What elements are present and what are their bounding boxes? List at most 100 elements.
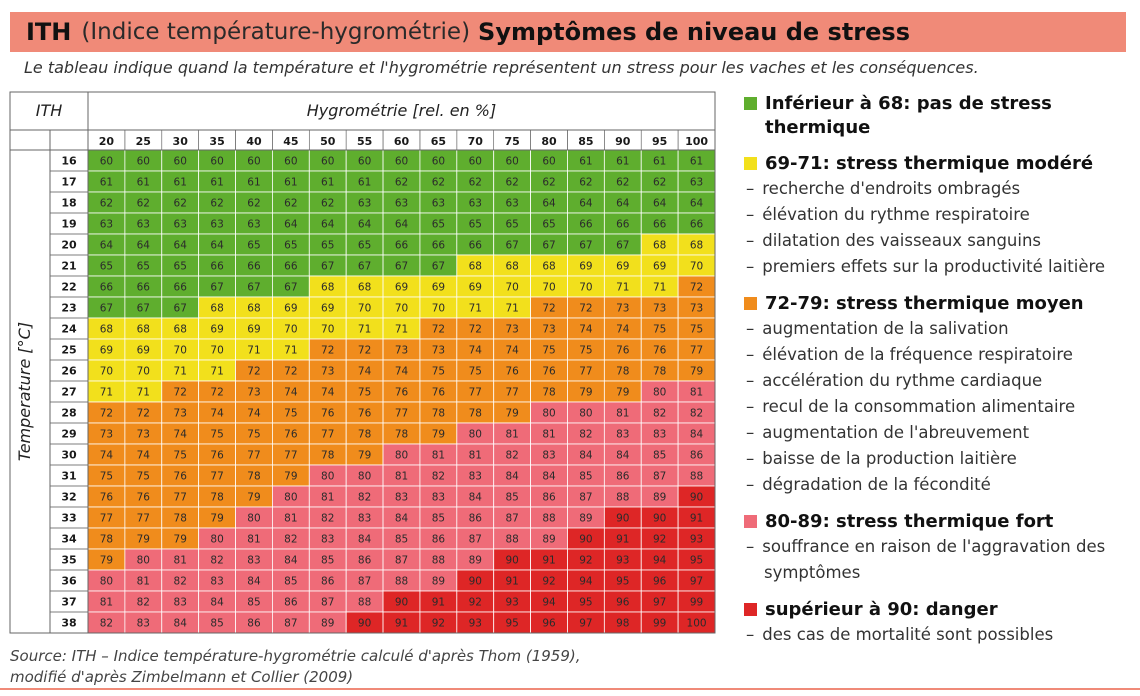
cell-value: 84 bbox=[247, 576, 261, 588]
cell-value: 68 bbox=[690, 240, 703, 252]
cell-value: 69 bbox=[210, 324, 223, 336]
cell-value: 75 bbox=[469, 366, 482, 378]
cell-value: 67 bbox=[579, 240, 592, 252]
cell-value: 76 bbox=[174, 471, 188, 483]
y-tick-label: 28 bbox=[61, 407, 76, 420]
cell-value: 69 bbox=[100, 345, 113, 357]
legend-item-text: baisse de la production laitière bbox=[762, 449, 1017, 468]
cell-value: 84 bbox=[284, 555, 298, 567]
cell-value: 66 bbox=[395, 240, 409, 252]
cell-value: 70 bbox=[505, 282, 518, 294]
cell-value: 77 bbox=[395, 408, 408, 420]
cell-value: 73 bbox=[137, 429, 150, 441]
cell-value: 64 bbox=[653, 198, 667, 210]
cell-value: 87 bbox=[505, 513, 518, 525]
cell-value: 68 bbox=[247, 303, 260, 315]
cell-value: 91 bbox=[616, 534, 629, 546]
cell-value: 82 bbox=[137, 597, 150, 609]
cell-value: 78 bbox=[174, 513, 187, 525]
cell-value: 80 bbox=[210, 534, 223, 546]
cell-value: 73 bbox=[653, 303, 666, 315]
source-note: Source: ITH – Indice température-hygromé… bbox=[10, 646, 581, 688]
cell-value: 92 bbox=[653, 534, 666, 546]
cell-value: 82 bbox=[690, 408, 703, 420]
cell-value: 72 bbox=[137, 408, 150, 420]
cell-value: 90 bbox=[690, 492, 703, 504]
cell-value: 69 bbox=[395, 282, 408, 294]
cell-value: 71 bbox=[616, 282, 629, 294]
y-tick-label: 16 bbox=[61, 155, 77, 168]
row-header-bg bbox=[10, 150, 88, 633]
legend-title: 80-89: stress thermique fort bbox=[765, 511, 1054, 532]
cell-value: 88 bbox=[690, 471, 703, 483]
cell-value: 66 bbox=[653, 219, 667, 231]
cell-value: 77 bbox=[137, 513, 150, 525]
legend-item: – recherche d'endroits ombragés bbox=[744, 176, 1134, 202]
cell-value: 99 bbox=[653, 618, 666, 630]
cell-value: 91 bbox=[505, 576, 518, 588]
cell-value: 62 bbox=[653, 177, 666, 189]
legend-heading: 69-71: stress thermique modéré bbox=[744, 152, 1134, 176]
cell-value: 90 bbox=[579, 534, 592, 546]
cell-value: 80 bbox=[579, 408, 592, 420]
legend-item: – élévation de la fréquence respiratoire bbox=[744, 342, 1134, 368]
cell-value: 68 bbox=[358, 282, 371, 294]
cell-value: 63 bbox=[247, 219, 260, 231]
cell-value: 61 bbox=[321, 177, 334, 189]
cell-value: 68 bbox=[210, 303, 223, 315]
cell-value: 69 bbox=[137, 345, 150, 357]
cell-value: 82 bbox=[358, 492, 371, 504]
y-tick-label: 23 bbox=[61, 302, 76, 315]
cell-value: 70 bbox=[100, 366, 113, 378]
legend-item-text: souffrance en raison de l'aggravation de… bbox=[762, 537, 1106, 582]
cell-value: 88 bbox=[542, 513, 555, 525]
page-title: Symptômes de niveau de stress bbox=[478, 18, 910, 46]
cell-value: 85 bbox=[653, 450, 666, 462]
cell-value: 71 bbox=[395, 324, 408, 336]
cell-value: 75 bbox=[247, 429, 260, 441]
cell-value: 63 bbox=[432, 198, 445, 210]
legend-heading: 72-79: stress thermique moyen bbox=[744, 292, 1134, 316]
cell-value: 68 bbox=[137, 324, 150, 336]
y-tick-label: 37 bbox=[61, 596, 76, 609]
cell-value: 64 bbox=[284, 219, 298, 231]
cell-value: 82 bbox=[174, 576, 187, 588]
cell-value: 76 bbox=[284, 429, 298, 441]
cell-value: 63 bbox=[505, 198, 518, 210]
legend-item-text: augmentation de l'abreuvement bbox=[762, 423, 1030, 442]
cell-value: 80 bbox=[100, 576, 113, 588]
cell-value: 64 bbox=[616, 198, 630, 210]
cell-value: 70 bbox=[395, 303, 408, 315]
cell-value: 61 bbox=[579, 156, 592, 168]
cell-value: 77 bbox=[579, 366, 592, 378]
legend-swatch bbox=[744, 157, 757, 170]
legend-block: 80-89: stress thermique fort – souffrance … bbox=[744, 510, 1134, 586]
cell-value: 76 bbox=[542, 366, 556, 378]
x-tick-label: 25 bbox=[136, 135, 151, 148]
cell-value: 69 bbox=[469, 282, 482, 294]
cell-value: 69 bbox=[616, 261, 629, 273]
cell-value: 70 bbox=[174, 345, 187, 357]
cell-value: 93 bbox=[616, 555, 629, 567]
cell-value: 60 bbox=[137, 156, 150, 168]
cell-value: 79 bbox=[432, 429, 445, 441]
cell-value: 86 bbox=[690, 450, 704, 462]
cell-value: 86 bbox=[358, 555, 372, 567]
cell-value: 84 bbox=[616, 450, 630, 462]
cell-value: 74 bbox=[579, 324, 593, 336]
cell-value: 78 bbox=[210, 492, 223, 504]
x-tick-label: 75 bbox=[504, 135, 519, 148]
cell-value: 68 bbox=[653, 240, 666, 252]
legend-heading: supérieur à 90: danger bbox=[744, 598, 1134, 622]
cell-value: 92 bbox=[469, 597, 482, 609]
cell-value: 62 bbox=[100, 198, 113, 210]
legend-item-text: augmentation de la salivation bbox=[762, 319, 1009, 338]
cell-value: 74 bbox=[210, 408, 224, 420]
cell-value: 85 bbox=[284, 576, 297, 588]
legend: Inférieur à 68: pas de stress thermique 6… bbox=[744, 92, 1134, 660]
cell-value: 74 bbox=[358, 366, 372, 378]
cell-value: 77 bbox=[284, 450, 297, 462]
y-tick-label: 17 bbox=[61, 176, 76, 189]
cell-value: 82 bbox=[284, 534, 297, 546]
cell-value: 73 bbox=[395, 345, 408, 357]
